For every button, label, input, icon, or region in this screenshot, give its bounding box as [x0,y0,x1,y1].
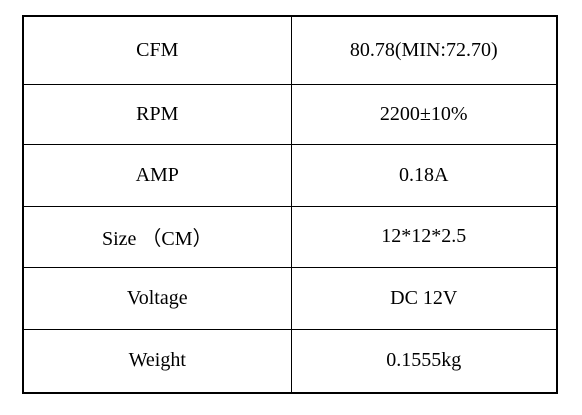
spec-table: CFM 80.78(MIN:72.70) RPM 2200±10% AMP 0.18A Si… [22,15,558,394]
spec-label: Voltage [22,266,292,330]
table-row: CFM 80.78(MIN:72.70) [22,15,558,85]
spec-value: DC 12V [290,266,558,330]
table-row: Size （CM） 12*12*2.5 [22,205,558,268]
spec-value: 12*12*2.5 [290,205,558,268]
table-row: AMP 0.18A [22,143,558,207]
spec-value: 80.78(MIN:72.70) [290,15,558,85]
table-row: Weight 0.1555kg [22,328,558,394]
table-body: CFM 80.78(MIN:72.70) RPM 2200±10% AMP 0.18A Si… [22,15,558,394]
table-row: RPM 2200±10% [22,83,558,145]
spec-value: 0.1555kg [290,328,558,394]
spec-label: CFM [22,15,292,85]
spec-label: Weight [22,328,292,394]
spec-value: 2200±10% [290,83,558,145]
table-row: Voltage DC 12V [22,266,558,330]
spec-label: RPM [22,83,292,145]
spec-label: AMP [22,143,292,207]
spec-label: Size （CM） [22,205,292,268]
spec-value: 0.18A [290,143,558,207]
